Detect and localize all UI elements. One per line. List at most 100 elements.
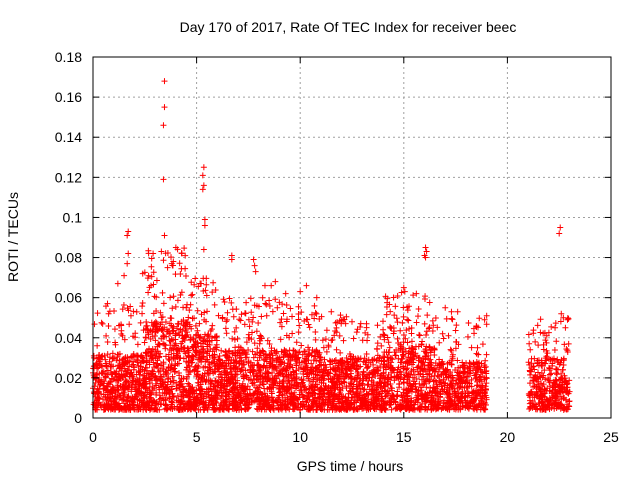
data-point (160, 300, 167, 307)
data-point (224, 370, 231, 377)
data-point (178, 318, 185, 325)
data-point (263, 312, 270, 319)
data-point (178, 380, 185, 387)
data-point (553, 338, 560, 345)
data-point (261, 374, 268, 381)
data-point (525, 331, 532, 338)
data-point (306, 377, 313, 384)
data-point (281, 346, 288, 353)
data-point (292, 402, 299, 408)
data-point (245, 316, 252, 323)
data-point (414, 313, 421, 320)
data-point (219, 314, 226, 321)
data-point (282, 404, 289, 411)
data-point (241, 321, 248, 328)
data-point (100, 368, 107, 375)
data-point (453, 322, 460, 329)
data-point (283, 302, 290, 309)
data-point (328, 337, 335, 344)
data-point (255, 303, 262, 310)
data-point (177, 326, 184, 333)
data-point (303, 316, 310, 323)
data-point (177, 340, 184, 347)
data-point (429, 317, 436, 324)
data-point (235, 360, 242, 367)
data-point (340, 337, 347, 344)
data-point (556, 230, 563, 237)
data-point (364, 364, 371, 371)
data-point (313, 371, 320, 378)
data-point (218, 371, 225, 378)
data-point (163, 390, 170, 397)
data-point (217, 363, 224, 370)
data-point (217, 384, 224, 391)
data-point (548, 323, 555, 330)
data-point (143, 359, 150, 366)
data-point (305, 321, 312, 328)
data-point (231, 336, 238, 343)
data-point (150, 359, 157, 366)
data-point (275, 405, 282, 412)
data-point (174, 297, 181, 304)
data-point (349, 318, 355, 325)
data-point (172, 303, 179, 310)
data-point (139, 299, 146, 306)
data-point (202, 404, 209, 411)
data-point (119, 306, 126, 313)
data-point (170, 355, 177, 362)
data-point (304, 392, 311, 399)
data-point (105, 380, 112, 387)
data-point (208, 397, 215, 404)
data-point (154, 348, 161, 355)
data-point (132, 334, 139, 341)
data-point (223, 393, 230, 400)
data-point (442, 304, 449, 311)
data-point (471, 330, 478, 337)
data-point (181, 334, 188, 341)
data-point (236, 316, 243, 323)
data-point (175, 320, 182, 327)
data-point (200, 246, 207, 253)
data-point (286, 363, 293, 370)
data-point (177, 398, 184, 405)
data-point (301, 366, 308, 373)
data-point (248, 309, 255, 316)
data-point (243, 299, 250, 306)
data-point (540, 346, 547, 353)
data-point (160, 176, 167, 183)
data-point (421, 295, 428, 302)
data-point (464, 333, 471, 340)
data-point (280, 351, 287, 358)
data-point (200, 353, 207, 360)
data-point (565, 340, 572, 347)
data-point (106, 358, 113, 365)
data-point (161, 104, 168, 111)
data-point (394, 335, 401, 342)
data-point (102, 387, 109, 394)
data-point (162, 384, 169, 391)
data-point (293, 380, 300, 387)
data-point (413, 290, 420, 297)
data-point (153, 277, 160, 284)
data-point (258, 313, 265, 320)
data-point (150, 310, 157, 317)
data-point (182, 252, 189, 259)
data-point (215, 312, 222, 319)
data-point (209, 322, 216, 329)
data-point (120, 385, 127, 392)
data-point (162, 397, 169, 404)
data-point (159, 289, 166, 296)
data-point (310, 357, 317, 364)
data-point (152, 380, 159, 387)
data-point (211, 301, 218, 308)
data-point (159, 389, 166, 396)
data-point (173, 385, 180, 392)
data-point (144, 399, 151, 406)
data-point (204, 348, 211, 355)
data-point (240, 371, 247, 378)
data-point (157, 373, 164, 380)
data-point (126, 371, 133, 378)
data-point (277, 388, 284, 395)
data-point (180, 335, 187, 342)
data-point (241, 310, 248, 317)
